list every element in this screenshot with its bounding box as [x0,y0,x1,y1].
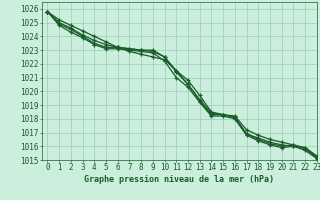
X-axis label: Graphe pression niveau de la mer (hPa): Graphe pression niveau de la mer (hPa) [84,175,274,184]
